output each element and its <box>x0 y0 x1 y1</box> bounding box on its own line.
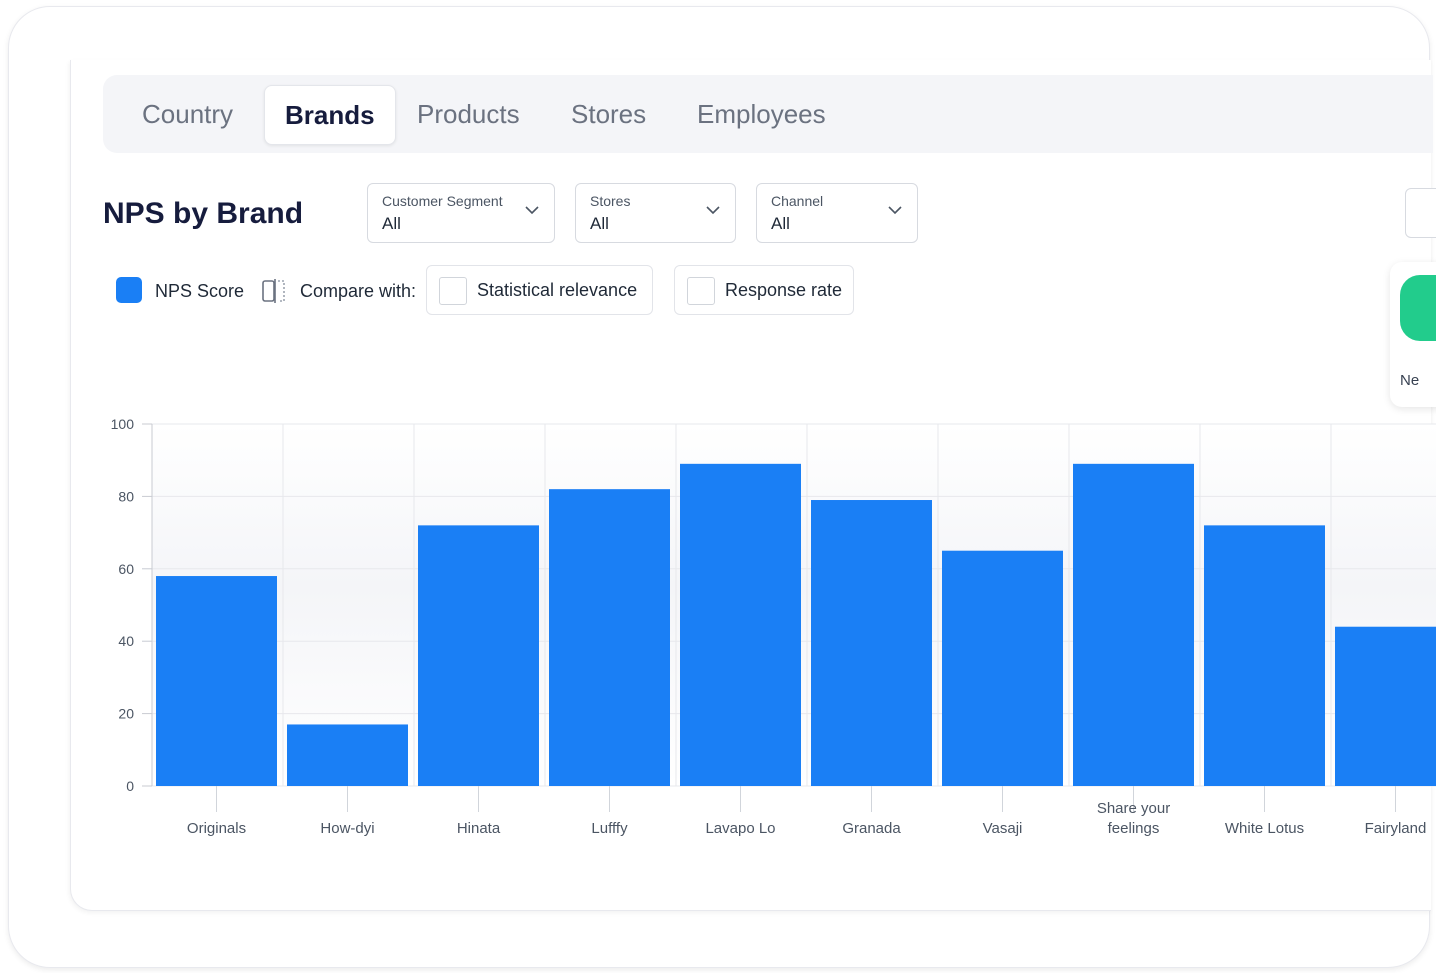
chevron-down-icon <box>525 206 539 215</box>
bar <box>811 500 932 786</box>
y-tick-label: 40 <box>118 633 134 649</box>
bar <box>1335 626 1436 786</box>
x-tick-label: Lufffy <box>591 820 628 837</box>
nps-score-legend-swatch[interactable] <box>116 277 142 303</box>
dropdown-label: Stores <box>590 193 631 209</box>
tab-brands[interactable]: Brands <box>264 85 396 145</box>
bar <box>1204 525 1325 786</box>
bar <box>287 724 408 786</box>
x-tick-label: How-dyi <box>320 820 374 837</box>
checkbox-label: Response rate <box>725 280 843 300</box>
x-tick-label: Lavapo Lo <box>705 820 775 837</box>
customer-segment-dropdown[interactable]: Customer Segment All <box>367 183 555 243</box>
bar <box>418 525 539 786</box>
x-tick-label: Share your <box>1097 800 1170 817</box>
x-tick-label: White Lotus <box>1225 820 1304 837</box>
bar <box>549 489 670 786</box>
bar <box>1073 463 1194 786</box>
checkbox-label: Statistical relevance <box>477 280 638 300</box>
y-tick-label: 60 <box>118 561 134 577</box>
chevron-down-icon <box>706 206 720 215</box>
tab-stores[interactable]: Stores <box>571 99 647 129</box>
y-tick-label: 80 <box>118 488 134 504</box>
y-tick-label: 0 <box>126 778 134 794</box>
tab-products[interactable]: Products <box>417 99 520 129</box>
compare-icon <box>262 279 285 303</box>
dropdown-value: All <box>590 214 609 233</box>
stores-dropdown[interactable]: Stores All <box>575 183 736 243</box>
page-title: NPS by Brand <box>103 197 304 230</box>
checkbox-box[interactable] <box>687 277 715 305</box>
x-tick-label: Vasaji <box>983 820 1023 837</box>
tab-bar: Country Brands Products Stores Employees <box>103 75 1433 153</box>
side-panel-label: Ne <box>1400 372 1420 389</box>
statistical-relevance-checkbox[interactable]: Statistical relevance <box>426 265 653 315</box>
x-tick-label: feelings <box>1108 820 1160 837</box>
dropdown-label: Customer Segment <box>382 193 503 209</box>
x-tick-label: Hinata <box>457 820 501 837</box>
x-tick-label: Fairyland <box>1365 820 1427 837</box>
x-tick-label: Originals <box>187 820 246 837</box>
dropdown-value: All <box>771 214 790 233</box>
channel-dropdown[interactable]: Channel All <box>756 183 918 243</box>
side-panel-accent <box>1400 275 1436 341</box>
nps-score-legend-label: NPS Score <box>155 281 245 301</box>
chevron-down-icon <box>888 206 902 215</box>
bar <box>942 550 1063 786</box>
bar <box>156 576 277 786</box>
x-tick-label: Granada <box>842 820 901 837</box>
compare-with-label: Compare with: <box>300 281 417 301</box>
checkbox-box[interactable] <box>439 277 467 305</box>
tab-country[interactable]: Country <box>142 99 234 129</box>
y-tick-label: 20 <box>118 706 134 722</box>
tab-employees[interactable]: Employees <box>697 99 826 129</box>
dropdown-label: Channel <box>771 193 824 209</box>
date-picker-button[interactable] <box>1405 188 1436 238</box>
bar <box>680 463 801 786</box>
response-rate-checkbox[interactable]: Response rate <box>674 265 854 315</box>
dropdown-value: All <box>382 214 401 233</box>
y-tick-label: 100 <box>111 416 135 432</box>
